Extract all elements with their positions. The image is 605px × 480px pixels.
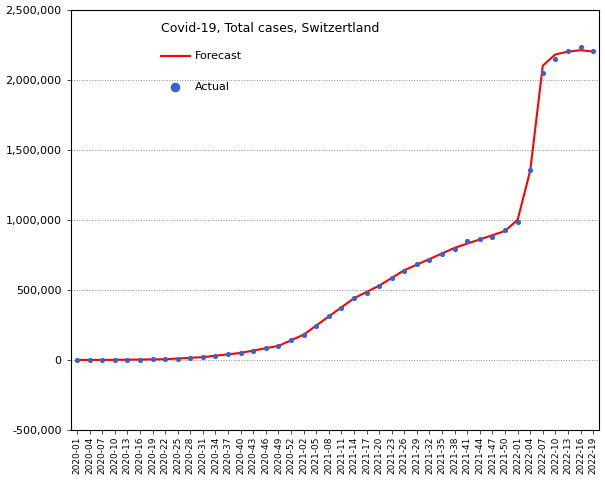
Text: Covid-19, Total cases, Switzertland: Covid-19, Total cases, Switzertland	[160, 22, 379, 35]
Forecast	[526, 168, 534, 174]
Forecast	[401, 267, 408, 273]
Actual	[525, 167, 535, 174]
Text: Actual: Actual	[195, 83, 230, 92]
Point	[74, 356, 84, 364]
Actual	[198, 353, 208, 361]
Forecast	[376, 283, 383, 288]
Actual	[462, 237, 472, 245]
Forecast	[451, 245, 459, 251]
Actual	[173, 355, 183, 362]
Actual	[160, 355, 170, 363]
Forecast	[162, 356, 169, 362]
Forecast	[463, 241, 471, 247]
Actual	[576, 44, 586, 51]
Actual	[349, 294, 359, 302]
Actual	[72, 356, 82, 364]
Forecast	[539, 63, 546, 69]
Actual	[425, 256, 434, 264]
Actual	[97, 356, 107, 364]
Forecast	[250, 348, 257, 353]
Forecast	[262, 346, 269, 351]
Actual	[500, 226, 510, 234]
Actual	[236, 349, 246, 357]
Forecast	[199, 354, 206, 360]
Actual	[412, 260, 422, 268]
Actual	[286, 336, 296, 344]
Actual	[299, 331, 309, 339]
Line: Forecast: Forecast	[77, 50, 593, 360]
Actual	[211, 352, 220, 360]
Forecast	[350, 295, 358, 301]
Actual	[362, 289, 371, 297]
Actual	[374, 282, 384, 290]
Actual	[513, 218, 523, 226]
Forecast	[426, 256, 433, 262]
Forecast	[564, 48, 572, 54]
Actual	[135, 356, 145, 363]
Actual	[324, 312, 333, 320]
Actual	[475, 236, 485, 243]
Forecast	[363, 289, 370, 295]
Actual	[85, 356, 94, 364]
Actual	[261, 345, 270, 352]
Forecast	[413, 262, 420, 267]
Actual	[563, 47, 573, 55]
Actual	[186, 354, 195, 361]
Forecast	[86, 357, 93, 363]
Actual	[312, 323, 321, 330]
Forecast	[99, 357, 106, 363]
Forecast	[476, 237, 483, 242]
Actual	[399, 268, 409, 276]
Forecast	[589, 48, 597, 54]
Forecast	[224, 351, 232, 357]
Actual	[450, 245, 460, 252]
Forecast	[489, 232, 496, 238]
Forecast	[212, 353, 219, 359]
Actual	[488, 233, 497, 240]
Text: Forecast: Forecast	[195, 51, 242, 61]
Forecast	[502, 228, 509, 234]
Forecast	[300, 332, 307, 337]
Forecast	[111, 357, 119, 363]
Actual	[249, 347, 258, 355]
Actual	[551, 55, 560, 63]
Forecast	[187, 355, 194, 360]
Forecast	[275, 343, 282, 349]
Actual	[538, 69, 548, 76]
Forecast	[325, 313, 332, 319]
Actual	[336, 304, 346, 312]
Actual	[437, 250, 447, 258]
Forecast	[149, 357, 156, 362]
Forecast	[73, 357, 80, 363]
Forecast	[237, 350, 244, 356]
Forecast	[174, 356, 182, 361]
Actual	[223, 350, 233, 358]
Actual	[588, 47, 598, 55]
Forecast	[577, 48, 584, 53]
Actual	[148, 355, 157, 363]
Forecast	[388, 275, 395, 281]
Forecast	[136, 357, 143, 362]
Forecast	[552, 51, 559, 57]
Actual	[123, 356, 132, 363]
Forecast	[287, 337, 295, 343]
Forecast	[313, 323, 320, 328]
Actual	[387, 274, 396, 282]
Actual	[110, 356, 120, 363]
Forecast	[439, 251, 446, 256]
Forecast	[514, 217, 522, 223]
Actual	[273, 342, 283, 350]
Forecast	[338, 304, 345, 310]
Forecast	[124, 357, 131, 362]
